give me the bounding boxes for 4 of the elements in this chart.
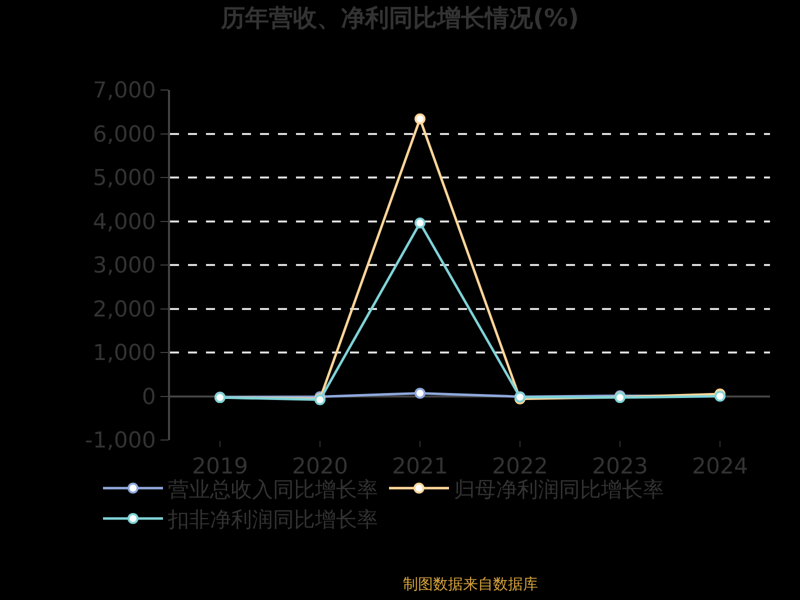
point [414,113,426,124]
point [414,388,426,399]
text: 制图数据来自数据库 [403,575,538,593]
point [414,218,426,228]
